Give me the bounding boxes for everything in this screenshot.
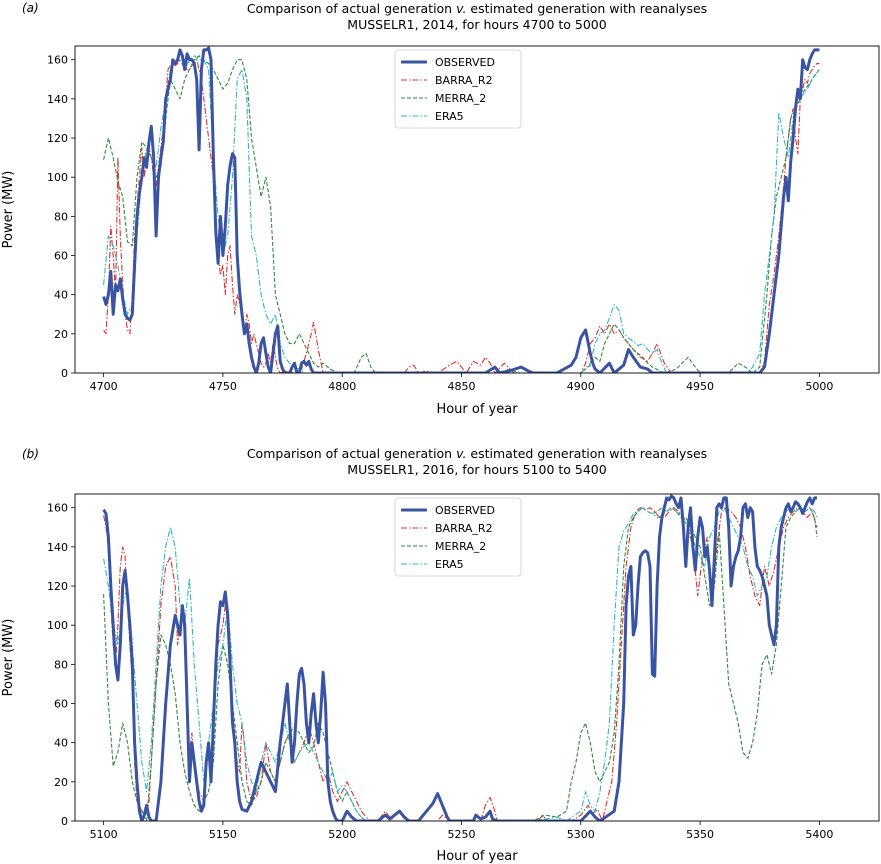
- legend-box: [394, 49, 522, 129]
- legend-entry: ERA5: [435, 558, 464, 571]
- y-tick-label: 60: [54, 698, 68, 711]
- title-part: v.: [456, 446, 466, 461]
- y-tick-label: 40: [54, 737, 68, 750]
- chart-panel-b: (b) Comparison of actual generation v. es…: [1, 446, 880, 864]
- y-axis-label: Power (MW): [1, 171, 16, 249]
- chart-subtitle: MUSSELR1, 2014, for hours 4700 to 5000: [347, 17, 606, 32]
- y-tick-label: 40: [54, 289, 68, 302]
- chart-subtitle: MUSSELR1, 2016, for hours 5100 to 5400: [347, 462, 606, 477]
- panel-label: (b): [22, 447, 39, 461]
- x-tick-label: 5300: [567, 828, 595, 841]
- panel-label: (a): [22, 1, 39, 15]
- x-tick-label: 5100: [90, 828, 118, 841]
- y-tick-label: 140: [47, 93, 68, 106]
- legend-entry: OBSERVED: [435, 504, 495, 517]
- y-tick-label: 120: [47, 580, 68, 593]
- y-tick-label: 80: [54, 210, 68, 223]
- title-part: Comparison of actual generation: [247, 1, 456, 16]
- x-axis-label: Hour of year: [436, 402, 518, 417]
- y-tick-label: 160: [47, 502, 68, 515]
- title-part: estimated generation with reanalyses: [466, 446, 707, 461]
- y-tick-label: 80: [54, 658, 68, 671]
- legend: OBSERVED BARRA_R2 MERRA_2 ERA5: [394, 497, 522, 577]
- chart-title: Comparison of actual generation v. estim…: [247, 446, 707, 461]
- y-tick-label: 0: [61, 367, 68, 380]
- y-tick-label: 0: [61, 815, 68, 828]
- y-tick-label: 140: [47, 541, 68, 554]
- title-part: Comparison of actual generation: [247, 446, 456, 461]
- x-tick-label: 4900: [567, 380, 595, 393]
- series-line-observed: [102, 494, 817, 821]
- plot-frame: [74, 493, 880, 822]
- y-tick-label: 100: [47, 619, 68, 632]
- legend-entry: OBSERVED: [435, 56, 495, 69]
- title-part: v.: [456, 1, 466, 16]
- y-tick-label: 120: [47, 132, 68, 145]
- plot-frame: [74, 45, 880, 374]
- x-tick-label: 5000: [805, 380, 833, 393]
- x-tick-label: 5400: [805, 828, 833, 841]
- legend-box: [394, 497, 522, 577]
- x-tick-label: 4850: [447, 380, 475, 393]
- series-line-barra-r2: [103, 507, 818, 821]
- title-part: estimated generation with reanalyses: [466, 1, 707, 16]
- series-line-observed: [102, 46, 820, 373]
- series-line-merra-2: [103, 55, 820, 373]
- y-axis-label: Power (MW): [1, 619, 16, 697]
- x-tick-label: 5250: [447, 828, 475, 841]
- x-tick-label: 4750: [209, 380, 237, 393]
- series-line-era5: [103, 507, 818, 821]
- legend-entry: BARRA_R2: [435, 522, 493, 535]
- x-axis-label: Hour of year: [436, 849, 518, 864]
- legend: OBSERVED BARRA_R2 MERRA_2 ERA5: [394, 49, 522, 129]
- chart-title: Comparison of actual generation v. estim…: [247, 1, 707, 16]
- x-tick-label: 4950: [686, 380, 714, 393]
- legend-entry: ERA5: [435, 110, 464, 123]
- y-tick-label: 20: [54, 328, 68, 341]
- legend-entry: MERRA_2: [435, 540, 486, 553]
- y-tick-label: 60: [54, 250, 68, 263]
- x-tick-label: 5200: [328, 828, 356, 841]
- y-tick-label: 160: [47, 54, 68, 67]
- x-tick-label: 5350: [686, 828, 714, 841]
- series-group: [102, 46, 820, 373]
- series-group: [102, 494, 818, 821]
- y-tick-label: 20: [54, 776, 68, 789]
- chart-panel-a: (a) Comparison of actual generation v. es…: [1, 1, 880, 417]
- legend-entry: MERRA_2: [435, 92, 486, 105]
- series-line-merra-2: [103, 507, 818, 821]
- x-tick-label: 5150: [209, 828, 237, 841]
- x-tick-label: 4800: [328, 380, 356, 393]
- x-tick-label: 4700: [90, 380, 118, 393]
- legend-entry: BARRA_R2: [435, 74, 493, 87]
- y-tick-label: 100: [47, 171, 68, 184]
